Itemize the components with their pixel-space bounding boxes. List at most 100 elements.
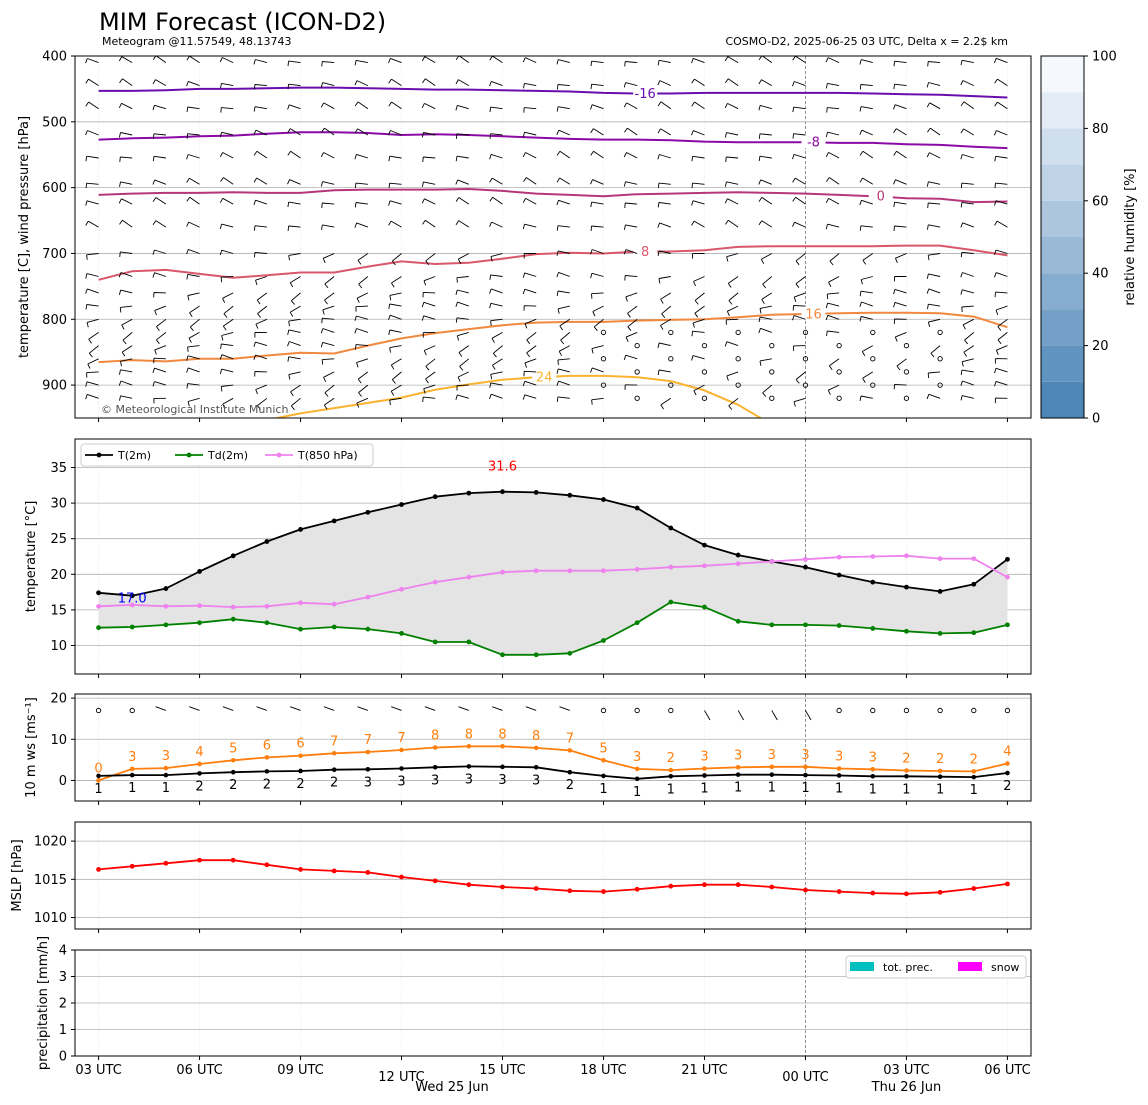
wind-barb <box>859 225 873 231</box>
wind-barb <box>391 253 402 266</box>
wind-barb <box>320 102 335 110</box>
wind-barb <box>119 219 133 228</box>
gust-point <box>836 766 842 771</box>
wind-barb <box>219 223 234 230</box>
t2m-series-point <box>937 588 943 594</box>
mean-wind-point <box>197 771 202 776</box>
day-label-wed: Wed 25 Jun <box>415 1080 488 1095</box>
wind-barb <box>792 56 806 63</box>
surface-wind-barb <box>771 710 778 721</box>
wind-barb <box>893 225 907 232</box>
wind-barb <box>489 393 503 400</box>
wind-barb <box>154 345 167 355</box>
calm-wind-circle <box>937 382 943 388</box>
gust-value-label: 2 <box>667 751 675 766</box>
t850-series-point <box>96 603 101 609</box>
wind-barb <box>964 332 975 345</box>
wind-barb <box>995 305 1008 315</box>
wind-barb <box>960 380 974 386</box>
t850-series-point <box>1005 574 1010 580</box>
wind-barb <box>859 150 874 159</box>
wind-barb <box>624 384 638 390</box>
temperature-ytick-label: 15 <box>50 603 67 618</box>
mean-wind-value-label: 1 <box>599 782 607 797</box>
precipitation-ytick-label: 4 <box>59 944 67 959</box>
td2m-series-point <box>298 626 303 632</box>
wind-barb <box>455 79 470 86</box>
mean-wind-value-label: 2 <box>229 778 237 793</box>
mean-wind-point <box>432 764 438 770</box>
wind-barb <box>523 305 537 311</box>
mean-wind-point <box>533 764 539 770</box>
wind-barb <box>489 177 503 185</box>
wind-barb <box>455 317 469 323</box>
wind-barb <box>118 272 133 278</box>
wind-barb <box>523 82 537 89</box>
mean-wind-value-label: 2 <box>195 779 203 794</box>
gust-value-label: 3 <box>801 748 809 763</box>
mean-wind-value-label: 2 <box>296 777 304 792</box>
wind-barb <box>186 221 200 228</box>
wind-barb <box>253 59 268 65</box>
wind-barb <box>927 371 941 379</box>
wind-barb <box>593 318 604 332</box>
wind-barb <box>658 276 671 284</box>
wind-barb <box>556 177 571 185</box>
mslp-ylabel: MSLP [hPa] <box>10 839 25 911</box>
wind-barb <box>119 395 133 401</box>
t2m-series-point <box>163 586 169 591</box>
upper-air-ylabel: temperature [C], wind pressure [hPa] <box>17 116 32 358</box>
wind-barb <box>826 330 840 337</box>
gust-point <box>298 753 303 759</box>
wind-barb <box>354 202 368 208</box>
wind-barb <box>691 57 705 64</box>
wind-barb <box>927 127 941 136</box>
upper-air-ytick-label: 500 <box>42 115 67 130</box>
gust-point <box>163 765 169 771</box>
mslp-point <box>230 857 236 863</box>
wind-barb <box>85 200 99 206</box>
td2m-series-point <box>163 622 169 628</box>
wind-barb <box>926 181 941 187</box>
wind-barb <box>489 153 503 160</box>
td2m-series-point <box>399 631 404 636</box>
wind-barb <box>661 305 672 318</box>
wind-barb <box>421 181 436 187</box>
mean-wind-value-label: 1 <box>667 782 675 797</box>
td2m-series-point <box>432 639 438 645</box>
wind-barb <box>489 56 503 63</box>
wind-barb <box>321 224 335 230</box>
colorbar-band <box>1041 92 1084 129</box>
calm-wind-circle <box>802 329 809 336</box>
wind-barb <box>189 305 200 318</box>
mean-wind-value-label: 1 <box>700 781 708 796</box>
wind-barb <box>391 276 402 288</box>
surface-wind-barb <box>256 706 268 711</box>
t850-series-legend-label: T(850 hPa) <box>297 449 358 462</box>
mean-wind-value-label: 1 <box>128 781 136 796</box>
mslp-point <box>163 860 169 866</box>
wind-barb <box>997 318 1008 331</box>
wind-barb <box>354 101 369 110</box>
wind-barb <box>186 133 200 139</box>
wind-barb <box>862 253 874 265</box>
wind-barb <box>623 354 638 361</box>
t2m-series-point <box>399 502 404 507</box>
isotherm-label: -8 <box>807 136 820 151</box>
wind-panel: 0 3 3 4 5 6 6 7 7 7 8 8 8 8 7 5 3 2 3 3 3 3 3 3 2 2 2 4 1 1 1 2 2 2 2 2 3 3 3 3… <box>24 692 1032 805</box>
wind-barb <box>455 133 469 139</box>
wind-barb <box>724 198 739 205</box>
wind-barb <box>559 318 571 331</box>
wind-barb <box>591 345 604 354</box>
mslp-point <box>432 878 438 884</box>
t2m-series-point <box>264 539 270 544</box>
wind-barb <box>186 177 200 185</box>
mean-wind-point <box>96 773 101 779</box>
wind-barb <box>724 56 739 63</box>
wind-barb <box>960 201 974 208</box>
temperature-legend-box <box>80 443 374 467</box>
wind-barb <box>489 382 503 388</box>
wind-barb <box>490 318 503 326</box>
wind-barb <box>591 292 604 299</box>
